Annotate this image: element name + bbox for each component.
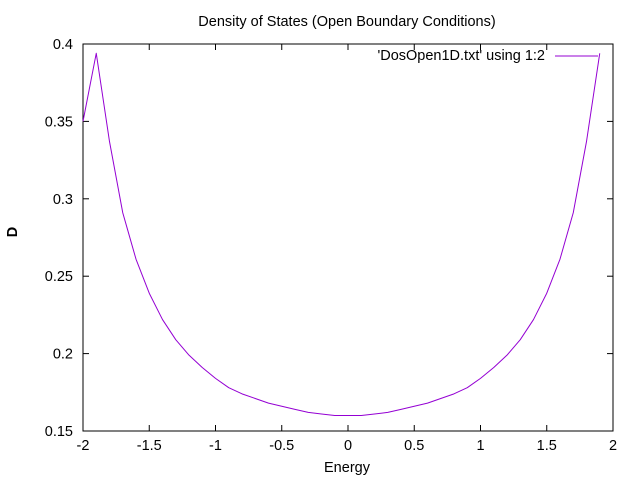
y-tick-label: 0.2 <box>53 347 73 363</box>
series-line <box>82 52 601 417</box>
legend: 'DosOpen1D.txt' using 1:2 <box>377 48 598 64</box>
x-tick-label: -2 <box>77 438 90 454</box>
y-tick-label: 0.35 <box>45 114 73 130</box>
x-tick-label: -0.5 <box>269 438 294 454</box>
x-axis-tick-labels: -2 -1.5 -1 -0.5 0 0.5 1 1.5 2 <box>77 438 617 454</box>
legend-label: 'DosOpen1D.txt' using 1:2 <box>377 48 545 64</box>
x-tick-label: 0.5 <box>404 438 424 454</box>
series-lines <box>82 52 601 417</box>
y-tick-label: 0.3 <box>53 192 73 208</box>
chart-title: Density of States (Open Boundary Conditi… <box>198 14 495 30</box>
x-tick-label: 0 <box>344 438 352 454</box>
y-axis-label: D <box>5 227 21 237</box>
x-axis-label: Energy <box>324 460 371 476</box>
x-tick-label: -1.5 <box>137 438 162 454</box>
plot-area-border <box>82 43 614 432</box>
x-tick-label: -1 <box>209 438 222 454</box>
y-tick-label: 0.25 <box>45 269 73 285</box>
x-tick-label: 1 <box>476 438 484 454</box>
x-tick-label: 1.5 <box>537 438 557 454</box>
y-tick-label: 0.15 <box>45 424 73 440</box>
axis-ticks <box>82 43 614 432</box>
y-axis-tick-labels: 0.15 0.2 0.25 0.3 0.35 0.4 <box>45 37 73 440</box>
x-tick-label: 2 <box>609 438 617 454</box>
y-tick-label: 0.4 <box>53 37 73 53</box>
